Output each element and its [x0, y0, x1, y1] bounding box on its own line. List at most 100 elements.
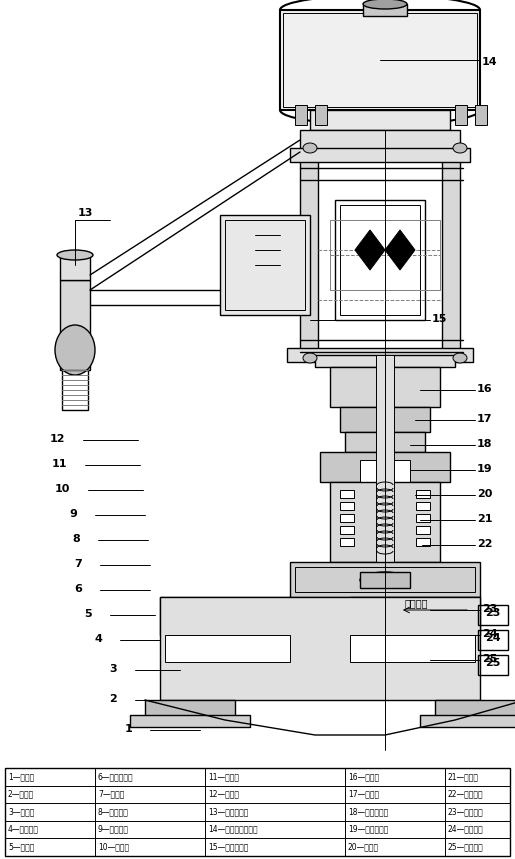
Text: 24—对开环；: 24—对开环；: [448, 825, 484, 834]
Text: 8: 8: [72, 534, 80, 544]
Bar: [315, 105, 327, 125]
Text: 4: 4: [94, 634, 102, 644]
Bar: [225, 220, 305, 310]
Text: 13: 13: [78, 208, 93, 218]
Text: 12—螺母；: 12—螺母；: [208, 789, 239, 799]
Bar: [340, 514, 354, 522]
Text: 25: 25: [485, 658, 501, 668]
Polygon shape: [350, 597, 480, 635]
Bar: [416, 514, 430, 522]
Ellipse shape: [303, 143, 317, 153]
Bar: [376, 355, 394, 655]
Text: 14—气动执行机构；: 14—气动执行机构；: [208, 825, 258, 834]
Text: 5—垫片；: 5—垫片；: [8, 843, 35, 851]
Text: 10: 10: [55, 484, 70, 494]
Bar: [416, 490, 430, 498]
Ellipse shape: [453, 353, 467, 363]
Bar: [416, 526, 430, 534]
Bar: [315, 355, 455, 367]
Text: 13—气动附件；: 13—气动附件；: [208, 807, 248, 816]
Text: 2: 2: [109, 694, 117, 704]
Bar: [475, 105, 487, 125]
Text: 11—螺柱；: 11—螺柱；: [208, 772, 239, 781]
Bar: [287, 348, 473, 362]
Bar: [345, 432, 425, 452]
Bar: [330, 482, 440, 562]
Bar: [290, 148, 470, 162]
Text: 17: 17: [477, 414, 492, 424]
Text: 2—阀盖；: 2—阀盖；: [8, 789, 35, 799]
Bar: [340, 538, 354, 546]
Ellipse shape: [57, 250, 93, 260]
Bar: [300, 130, 460, 155]
Bar: [442, 155, 460, 355]
Bar: [478, 655, 508, 675]
Polygon shape: [160, 597, 290, 635]
Bar: [62, 370, 88, 410]
Text: 17—螺母；: 17—螺母；: [348, 789, 379, 799]
Bar: [360, 460, 410, 505]
Text: 18: 18: [477, 439, 492, 449]
Text: 23: 23: [482, 604, 497, 614]
Text: 15: 15: [432, 314, 448, 324]
Text: 23: 23: [485, 608, 501, 618]
Bar: [420, 715, 515, 727]
Text: 25—阀蝶盖；: 25—阀蝶盖；: [448, 843, 484, 851]
Polygon shape: [350, 635, 475, 662]
Bar: [416, 538, 430, 546]
Bar: [130, 715, 250, 727]
Text: 16—蝶阀；: 16—蝶阀；: [348, 772, 379, 781]
Text: 16: 16: [477, 384, 493, 394]
Polygon shape: [385, 230, 415, 270]
Text: 12: 12: [49, 434, 65, 444]
Text: 7: 7: [74, 559, 82, 569]
Text: 11: 11: [52, 459, 67, 469]
Bar: [330, 220, 440, 290]
Bar: [320, 452, 450, 482]
Bar: [280, 10, 480, 110]
Text: 4—下阀杆；: 4—下阀杆；: [8, 825, 39, 834]
Text: 3: 3: [109, 664, 117, 674]
Text: 25: 25: [482, 654, 497, 664]
Text: 18—填料压板；: 18—填料压板；: [348, 807, 388, 816]
Polygon shape: [160, 597, 480, 700]
Bar: [145, 700, 235, 720]
Bar: [478, 605, 508, 625]
Bar: [283, 13, 477, 107]
Bar: [340, 526, 354, 534]
Polygon shape: [165, 635, 290, 662]
Bar: [478, 630, 508, 650]
Bar: [416, 502, 430, 510]
Ellipse shape: [55, 325, 95, 375]
Ellipse shape: [360, 572, 410, 588]
Bar: [330, 367, 440, 407]
Bar: [60, 255, 90, 280]
Bar: [435, 700, 515, 720]
Bar: [363, 4, 407, 16]
Bar: [310, 110, 450, 130]
Text: 14: 14: [482, 57, 497, 67]
Ellipse shape: [363, 0, 407, 9]
Text: 19—填料压套；: 19—填料压套；: [348, 825, 388, 834]
Text: 7—阀盖；: 7—阀盖；: [98, 789, 125, 799]
Bar: [340, 490, 354, 498]
Bar: [300, 155, 318, 355]
Text: 1—阀体；: 1—阀体；: [8, 772, 35, 781]
Ellipse shape: [453, 143, 467, 153]
Text: 21—螺柱；: 21—螺柱；: [448, 772, 479, 781]
Text: 8—波纹管；: 8—波纹管；: [98, 807, 129, 816]
Text: 6—波纹管座；: 6—波纹管座；: [98, 772, 133, 781]
Text: 20—螺母；: 20—螺母；: [348, 843, 379, 851]
Text: 22—导向套；: 22—导向套；: [448, 789, 484, 799]
Text: 20: 20: [477, 489, 492, 499]
Bar: [335, 200, 425, 320]
Text: 24: 24: [482, 629, 497, 639]
Bar: [220, 215, 310, 315]
Bar: [455, 105, 467, 125]
Text: 15—限位开关；: 15—限位开关；: [208, 843, 248, 851]
Polygon shape: [355, 230, 385, 270]
Text: 3—阀座；: 3—阀座；: [8, 807, 35, 816]
Text: 21: 21: [477, 514, 492, 524]
Text: 9: 9: [69, 509, 77, 519]
Text: 介质流向: 介质流向: [405, 598, 428, 608]
